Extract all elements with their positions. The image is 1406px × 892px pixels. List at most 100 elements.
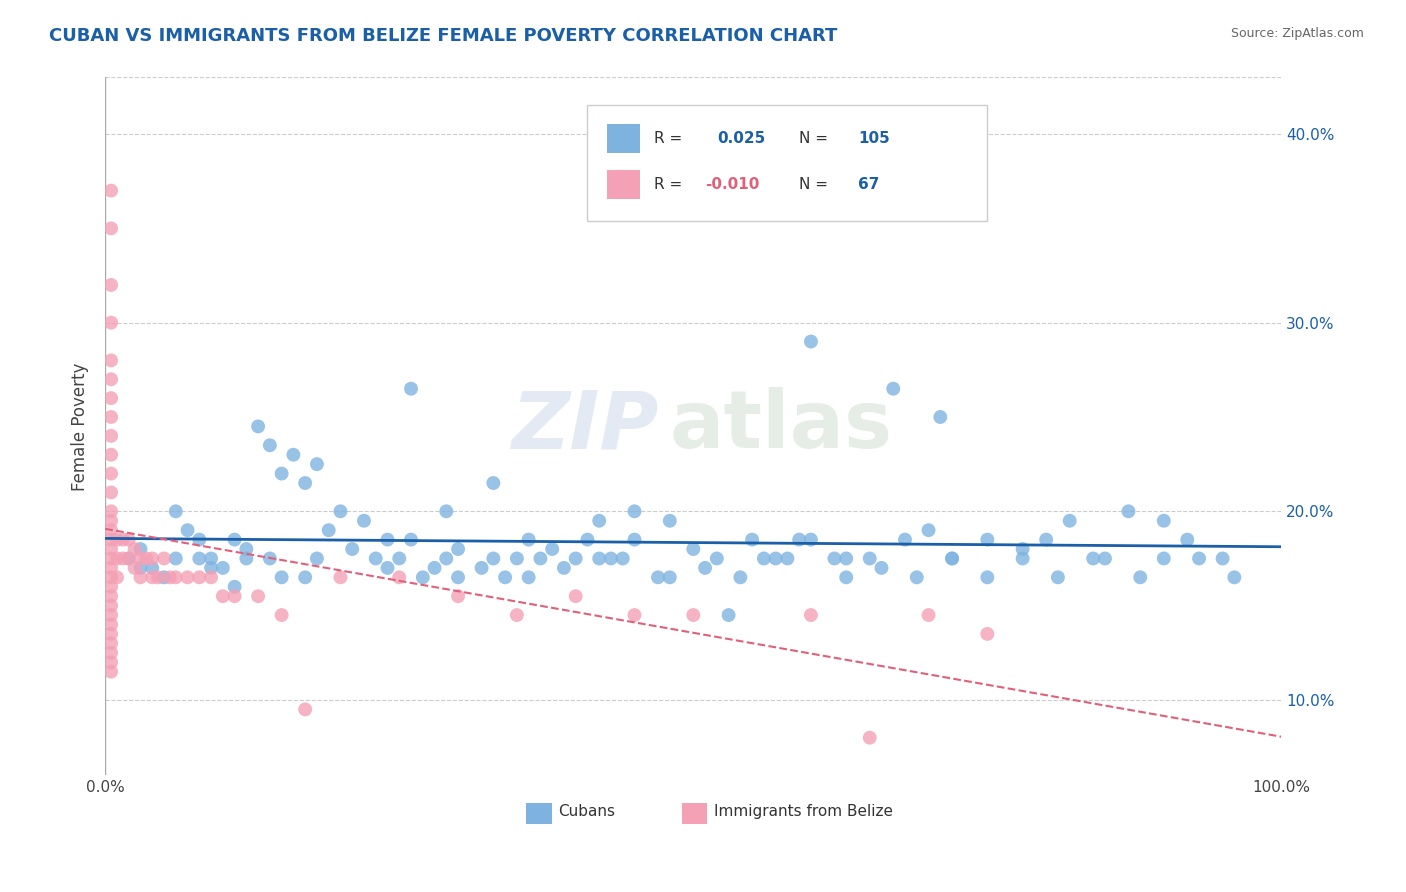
Point [342,542,364,557]
Point [1118,504,1140,518]
Point [588,514,610,528]
Point [787,533,810,547]
Point [564,551,586,566]
Point [423,561,446,575]
Point [124,561,146,575]
Point [600,551,623,566]
Point [100,580,122,594]
Point [129,551,152,566]
Point [870,561,893,575]
Point [235,542,257,557]
Text: CUBAN VS IMMIGRANTS FROM BELIZE FEMALE POVERTY CORRELATION CHART: CUBAN VS IMMIGRANTS FROM BELIZE FEMALE P… [49,27,838,45]
Point [859,731,882,745]
Point [917,608,939,623]
Point [1212,551,1234,566]
Point [100,570,122,584]
Point [135,551,157,566]
Text: R =: R = [654,177,683,192]
Point [412,570,434,584]
Point [100,467,122,481]
Point [1188,551,1211,566]
Point [1175,533,1198,547]
Point [211,561,233,575]
Point [211,589,233,603]
Point [741,533,763,547]
FancyBboxPatch shape [588,105,987,220]
Point [658,570,681,584]
Point [1046,570,1069,584]
Point [100,353,122,368]
Point [917,523,939,537]
Point [100,514,122,528]
Point [200,551,222,566]
Point [682,608,704,623]
Point [941,551,963,566]
Point [294,702,316,716]
Point [553,561,575,575]
Point [776,551,799,566]
Point [623,608,645,623]
Point [100,551,122,566]
Point [765,551,787,566]
Point [835,551,858,566]
Point [353,514,375,528]
Point [165,551,187,566]
Point [100,627,122,641]
Point [188,570,211,584]
Point [100,636,122,650]
Point [364,551,387,566]
Point [200,570,222,584]
Point [159,570,181,584]
Point [118,551,141,566]
Point [976,533,998,547]
Point [447,570,470,584]
Point [105,570,128,584]
Point [129,542,152,557]
Point [111,551,134,566]
Point [1083,551,1105,566]
Point [693,561,716,575]
Point [100,372,122,386]
Text: ZIP: ZIP [510,387,658,466]
Point [100,316,122,330]
Point [100,589,122,603]
Point [100,485,122,500]
Point [100,277,122,292]
Point [247,589,270,603]
Point [111,533,134,547]
Point [188,551,211,566]
Point [270,467,292,481]
Point [176,523,198,537]
Point [517,533,540,547]
Point [399,382,422,396]
Point [517,570,540,584]
Point [399,533,422,547]
Point [188,533,211,547]
Point [100,409,122,424]
Point [612,551,634,566]
Y-axis label: Female Poverty: Female Poverty [72,362,89,491]
Point [388,551,411,566]
Point [329,570,352,584]
Point [283,448,305,462]
Point [730,570,752,584]
Point [1059,514,1081,528]
Point [305,457,328,471]
Point [305,551,328,566]
Point [894,533,917,547]
Point [835,570,858,584]
Point [124,542,146,557]
FancyBboxPatch shape [682,804,707,824]
Point [905,570,928,584]
Point [434,504,457,518]
Point [1153,514,1175,528]
Point [1011,551,1033,566]
Point [100,655,122,669]
Point [1011,542,1033,557]
Point [100,617,122,632]
Point [471,561,494,575]
Point [129,570,152,584]
Point [100,542,122,557]
FancyBboxPatch shape [607,169,640,199]
Text: -0.010: -0.010 [704,177,759,192]
